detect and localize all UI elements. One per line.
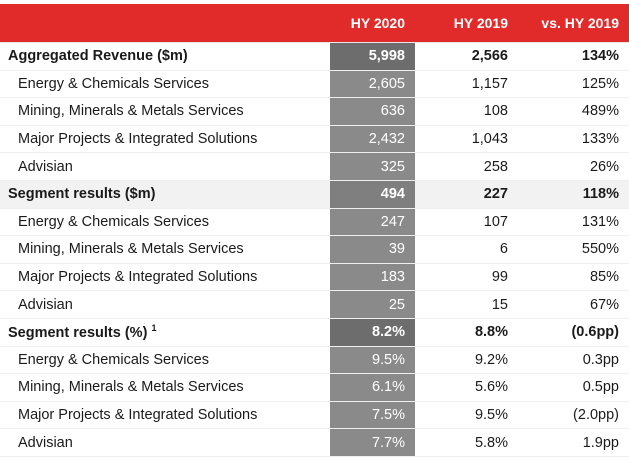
vs-value: 134% — [518, 42, 629, 71]
hy2020-value: 9.5% — [330, 346, 415, 375]
hy2020-value: 2,432 — [330, 125, 415, 154]
row-label: Major Projects & Integrated Solutions — [0, 125, 330, 154]
row-label: Segment results ($m) — [0, 179, 330, 209]
table-row: Major Projects & Integrated Solutions 7.… — [0, 401, 629, 430]
hy2019-value: 99 — [415, 263, 518, 292]
table-row: Advisian 7.7% 5.8% 1.9pp — [0, 428, 629, 457]
hy2020-value: 494 — [330, 179, 415, 209]
hy2020-value: 6.1% — [330, 373, 415, 402]
table-row: Advisian 25 15 67% — [0, 290, 629, 319]
vs-value: 67% — [518, 290, 629, 319]
row-label: Advisian — [0, 152, 330, 181]
hy2020-value: 25 — [330, 290, 415, 319]
table-row: Advisian 325 258 26% — [0, 152, 629, 181]
vs-value: 1.9pp — [518, 428, 629, 457]
table-row-segment-results-percent: Segment results (%) 1 8.2% 8.8% (0.6pp) — [0, 317, 629, 347]
vs-value: 0.5pp — [518, 373, 629, 402]
vs-value: 550% — [518, 235, 629, 264]
row-label-text: Segment results (%) — [8, 325, 148, 342]
vs-value: (0.6pp) — [518, 317, 629, 347]
header-hy2019: HY 2019 — [415, 4, 518, 43]
vs-value: 85% — [518, 263, 629, 292]
row-label: Aggregated Revenue ($m) — [0, 42, 330, 71]
hy2019-value: 15 — [415, 290, 518, 319]
hy2020-value: 325 — [330, 152, 415, 181]
header-label-cell — [0, 4, 330, 43]
table-row: Energy & Chemicals Services 2,605 1,157 … — [0, 70, 629, 99]
table-row: Energy & Chemicals Services 247 107 131% — [0, 208, 629, 237]
row-label: Mining, Minerals & Metals Services — [0, 97, 330, 126]
table-row: Major Projects & Integrated Solutions 18… — [0, 263, 629, 292]
hy2020-value: 8.2% — [330, 317, 415, 347]
hy2019-value: 5.6% — [415, 373, 518, 402]
vs-value: 118% — [518, 179, 629, 209]
vs-value: 131% — [518, 208, 629, 237]
row-label: Energy & Chemicals Services — [0, 346, 330, 375]
hy2019-value: 1,043 — [415, 125, 518, 154]
row-label: Advisian — [0, 428, 330, 457]
vs-value: 125% — [518, 70, 629, 99]
hy2019-value: 8.8% — [415, 317, 518, 347]
hy2019-value: 9.5% — [415, 401, 518, 430]
header-hy2020: HY 2020 — [330, 4, 415, 43]
row-label: Major Projects & Integrated Solutions — [0, 401, 330, 430]
table-row: Major Projects & Integrated Solutions 2,… — [0, 125, 629, 154]
table-row-segment-results-dollars: Segment results ($m) 494 227 118% — [0, 179, 629, 209]
hy2020-value: 183 — [330, 263, 415, 292]
row-label: Advisian — [0, 290, 330, 319]
vs-value: (2.0pp) — [518, 401, 629, 430]
top-edge — [0, 0, 629, 4]
hy2020-value: 2,605 — [330, 70, 415, 99]
header-row: HY 2020 HY 2019 vs. HY 2019 — [0, 4, 629, 43]
hy2019-value: 5.8% — [415, 428, 518, 457]
hy2020-value: 636 — [330, 97, 415, 126]
row-label: Segment results (%) 1 — [0, 317, 330, 347]
hy2019-value: 107 — [415, 208, 518, 237]
table-row: Mining, Minerals & Metals Services 6.1% … — [0, 373, 629, 402]
table-row: Energy & Chemicals Services 9.5% 9.2% 0.… — [0, 346, 629, 375]
hy2020-value: 39 — [330, 235, 415, 264]
hy2019-value: 1,157 — [415, 70, 518, 99]
table-row: Mining, Minerals & Metals Services 636 1… — [0, 97, 629, 126]
hy2019-value: 2,566 — [415, 42, 518, 71]
hy2019-value: 227 — [415, 179, 518, 209]
vs-value: 0.3pp — [518, 346, 629, 375]
vs-value: 489% — [518, 97, 629, 126]
header-vs-hy2019: vs. HY 2019 — [518, 4, 629, 43]
hy2019-value: 258 — [415, 152, 518, 181]
hy2019-value: 9.2% — [415, 346, 518, 375]
hy2019-value: 108 — [415, 97, 518, 126]
table-row: Mining, Minerals & Metals Services 39 6 … — [0, 235, 629, 264]
financial-summary-table: HY 2020 HY 2019 vs. HY 2019 Aggregated R… — [0, 4, 629, 457]
row-label: Major Projects & Integrated Solutions — [0, 263, 330, 292]
hy2020-value: 7.7% — [330, 428, 415, 457]
row-label: Mining, Minerals & Metals Services — [0, 373, 330, 402]
hy2020-value: 7.5% — [330, 401, 415, 430]
row-label: Energy & Chemicals Services — [0, 208, 330, 237]
hy2020-value: 5,998 — [330, 42, 415, 71]
hy2019-value: 6 — [415, 235, 518, 264]
vs-value: 133% — [518, 125, 629, 154]
row-label: Energy & Chemicals Services — [0, 70, 330, 99]
hy2020-value: 247 — [330, 208, 415, 237]
row-label: Mining, Minerals & Metals Services — [0, 235, 330, 264]
footnote-marker: 1 — [151, 323, 157, 334]
vs-value: 26% — [518, 152, 629, 181]
table-row-aggregated-revenue: Aggregated Revenue ($m) 5,998 2,566 134% — [0, 42, 629, 71]
